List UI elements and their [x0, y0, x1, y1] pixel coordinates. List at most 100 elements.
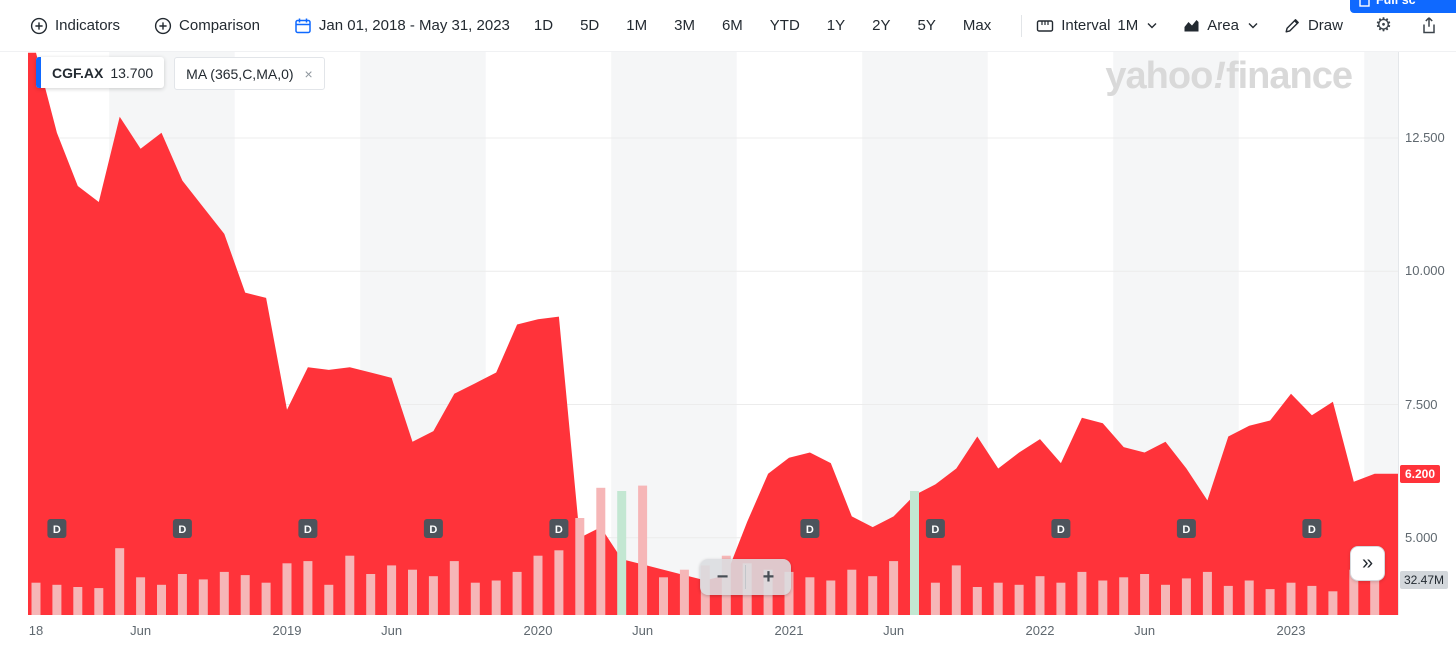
range-button-5d[interactable]: 5D [580, 17, 600, 34]
range-button-1m[interactable]: 1M [626, 17, 648, 34]
yahoo-finance-watermark: yahoo!finance [1105, 55, 1353, 97]
volume-bar [387, 565, 397, 615]
svg-text:D: D [1182, 524, 1190, 536]
chart-type-control[interactable]: Area [1183, 17, 1258, 34]
x-axis-label: Jun [632, 623, 654, 638]
plus-circle-icon [30, 17, 48, 34]
svg-text:D: D [1057, 524, 1065, 536]
date-range-button[interactable]: Jan 01, 2018 - May 31, 2023 [294, 17, 510, 35]
interval-control[interactable]: Interval 1M [1036, 17, 1157, 34]
volume-bar [1014, 584, 1024, 615]
remove-ma-icon[interactable]: × [304, 65, 313, 82]
y-axis-label: 12.500 [1405, 130, 1445, 145]
range-button-1d[interactable]: 1D [533, 17, 554, 34]
fullscreen-icon [1359, 0, 1370, 7]
volume-bar [303, 561, 313, 615]
svg-text:D: D [1308, 524, 1316, 536]
svg-text:D: D [931, 524, 939, 536]
volume-bar [784, 571, 794, 615]
expand-panel-button[interactable]: » [1350, 546, 1385, 581]
dividend-marker[interactable]: D [47, 519, 67, 538]
range-button-5y[interactable]: 5Y [917, 17, 936, 34]
volume-bar [324, 584, 334, 615]
volume-bar [596, 487, 606, 615]
range-button-2y[interactable]: 2Y [872, 17, 891, 34]
chevron-down-icon [1248, 23, 1258, 29]
volume-bar [575, 518, 585, 615]
volume-bar [1202, 571, 1212, 615]
volume-bar [679, 569, 689, 615]
volume-bar [847, 569, 857, 615]
dividend-marker[interactable]: D [800, 519, 820, 538]
zoom-out-button[interactable]: − [716, 565, 729, 588]
volume-bar [1307, 585, 1317, 615]
zoom-controls: − + [700, 559, 791, 595]
dividend-marker[interactable]: D [298, 519, 318, 538]
dividend-marker[interactable]: D [1176, 519, 1196, 538]
range-button-max[interactable]: Max [962, 17, 992, 34]
range-button-3m[interactable]: 3M [674, 17, 695, 34]
svg-text:D: D [806, 524, 814, 536]
range-button-1y[interactable]: 1Y [826, 17, 846, 34]
range-button-ytd[interactable]: YTD [769, 17, 800, 34]
x-axis-label: 2023 [1276, 623, 1306, 638]
volume-bar [805, 577, 815, 615]
x-axis-label: Jun [1134, 623, 1156, 638]
symbol-legend-pill[interactable]: CGF.AX 13.700 [36, 57, 165, 88]
volume-bar [1119, 577, 1129, 615]
y-axis-label: 5.000 [1405, 529, 1438, 545]
chart-plot-area[interactable]: D D D D D D D D D D CGF.AX 13.700 MA (365,C,MA,0)… [0, 52, 1398, 615]
dividend-marker[interactable]: D [1051, 519, 1071, 538]
dividend-marker[interactable]: D [423, 519, 443, 538]
date-range-label: Jan 01, 2018 - May 31, 2023 [318, 17, 510, 34]
comparison-label: Comparison [179, 17, 260, 34]
comparison-button[interactable]: Comparison [154, 17, 260, 35]
gear-icon: ⚙ [1374, 15, 1392, 36]
draw-button[interactable]: Draw [1284, 17, 1343, 34]
zoom-in-button[interactable]: + [762, 565, 775, 588]
svg-text:D: D [555, 524, 563, 536]
volume-bar [1265, 589, 1275, 615]
svg-text:D: D [304, 524, 312, 536]
legend-accent-bar [36, 57, 41, 88]
toolbar-divider [1021, 14, 1023, 37]
volume-bar [533, 555, 543, 615]
draw-label: Draw [1307, 17, 1343, 34]
volume-bar [157, 584, 166, 615]
indicators-button[interactable]: Indicators [30, 17, 120, 35]
ma-indicator-pill[interactable]: MA (365,C,MA,0) × [174, 57, 325, 90]
volume-bar [910, 491, 919, 615]
y-axis-label: 7.500 [1405, 396, 1438, 412]
x-axis[interactable]: 18 Jun 2019 Jun 2020 Jun 2021 Jun 2022 Jun 2023 [0, 615, 1398, 646]
y-axis[interactable]: 6.200 32.47M 12.500 10.000 7.500 5.000 [1398, 52, 1456, 615]
current-price-badge: 6.200 [1400, 464, 1441, 483]
volume-bar [1056, 582, 1066, 615]
volume-bar [136, 577, 146, 615]
range-buttons: 1D 5D 1M 3M 6M YTD 1Y 2Y 5Y Max [534, 17, 991, 34]
interval-icon [1037, 19, 1054, 32]
volume-bar [638, 485, 648, 615]
x-axis-label: 2020 [523, 623, 553, 638]
chart-type-label: Area [1207, 17, 1239, 34]
volume-bar [345, 555, 355, 615]
chevron-down-icon [1147, 23, 1157, 29]
settings-button[interactable]: ⚙ [1375, 16, 1392, 35]
dividend-marker[interactable]: D [1302, 519, 1322, 538]
volume-bar [1077, 571, 1087, 615]
volume-bar [428, 576, 438, 615]
svg-text:D: D [53, 524, 61, 536]
volume-bar [115, 548, 125, 615]
volume-bar [470, 582, 480, 615]
share-button[interactable] [1420, 16, 1438, 35]
calendar-icon [295, 18, 311, 33]
volume-bar [889, 561, 899, 615]
fullscreen-button[interactable]: Full sc [1350, 0, 1456, 13]
dividend-marker[interactable]: D [925, 519, 945, 538]
dividend-marker[interactable]: D [172, 519, 192, 538]
volume-bar [94, 588, 104, 615]
range-button-6m[interactable]: 6M [721, 17, 743, 34]
volume-bar [826, 580, 836, 615]
dividend-marker[interactable]: D [549, 519, 569, 538]
x-axis-label: 2021 [774, 623, 804, 638]
x-axis-label: Jun [381, 623, 403, 638]
